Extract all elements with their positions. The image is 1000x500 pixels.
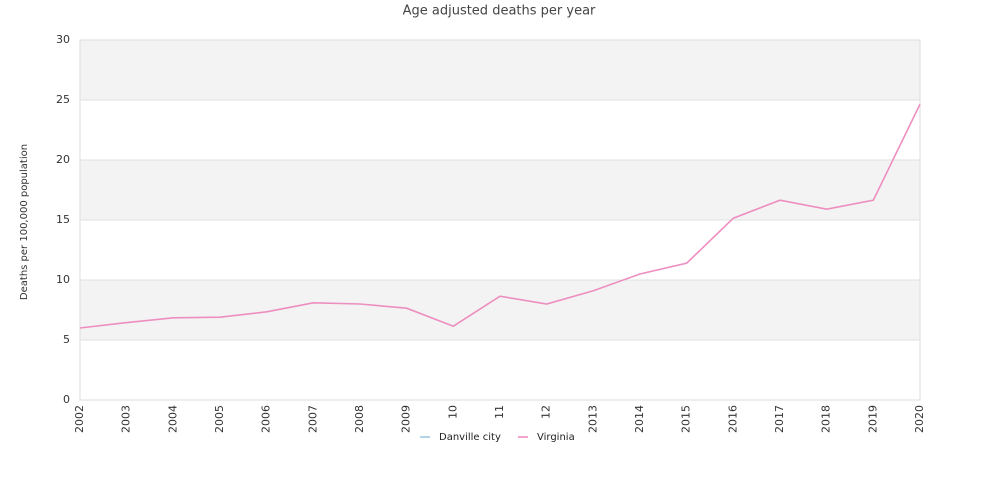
y-tick-label: 30 bbox=[56, 33, 70, 46]
y-tick-label: 25 bbox=[56, 93, 70, 106]
x-tick-label: 2017 bbox=[773, 405, 786, 433]
series-line bbox=[79, 103, 921, 329]
x-tick-label: 2015 bbox=[680, 405, 693, 433]
x-tick-label: 11 bbox=[493, 405, 506, 419]
x-tick-label: 12 bbox=[540, 405, 553, 419]
legend-item: Virginia bbox=[518, 432, 575, 443]
legend-label: Danville city bbox=[439, 432, 501, 443]
x-tick-label: 10 bbox=[446, 405, 459, 419]
legend-label: Virginia bbox=[537, 432, 575, 443]
x-tick-label: 2018 bbox=[820, 405, 833, 433]
grid-band bbox=[80, 280, 920, 340]
y-tick-label: 10 bbox=[56, 273, 70, 286]
x-tick-label: 2008 bbox=[353, 405, 366, 433]
x-tick-label: 2004 bbox=[166, 405, 179, 433]
legend-item: Danville city bbox=[420, 432, 501, 443]
plot-border bbox=[79, 39, 921, 401]
x-tick-label: 2016 bbox=[726, 405, 739, 433]
y-axis-label: Deaths per 100,000 population bbox=[19, 144, 30, 300]
x-tick-label: 2014 bbox=[633, 405, 646, 433]
x-tick-label: 2020 bbox=[913, 405, 926, 433]
y-tick-label: 0 bbox=[63, 393, 70, 406]
y-tick-label: 20 bbox=[56, 153, 70, 166]
x-tick-label: 2007 bbox=[306, 405, 319, 433]
grid-band bbox=[80, 40, 920, 100]
x-tick-label: 2003 bbox=[120, 405, 133, 433]
y-tick-label: 5 bbox=[63, 333, 70, 346]
x-tick-label: 2019 bbox=[866, 405, 879, 433]
grid-band bbox=[80, 160, 920, 220]
x-tick-label: 2005 bbox=[213, 405, 226, 433]
x-tick-label: 2006 bbox=[260, 405, 273, 433]
chart-title: Age adjusted deaths per year bbox=[403, 4, 596, 19]
x-tick-label: 2002 bbox=[73, 405, 86, 433]
y-tick-label: 15 bbox=[56, 213, 70, 226]
x-tick-label: 2009 bbox=[400, 405, 413, 433]
x-tick-label: 2013 bbox=[586, 405, 599, 433]
